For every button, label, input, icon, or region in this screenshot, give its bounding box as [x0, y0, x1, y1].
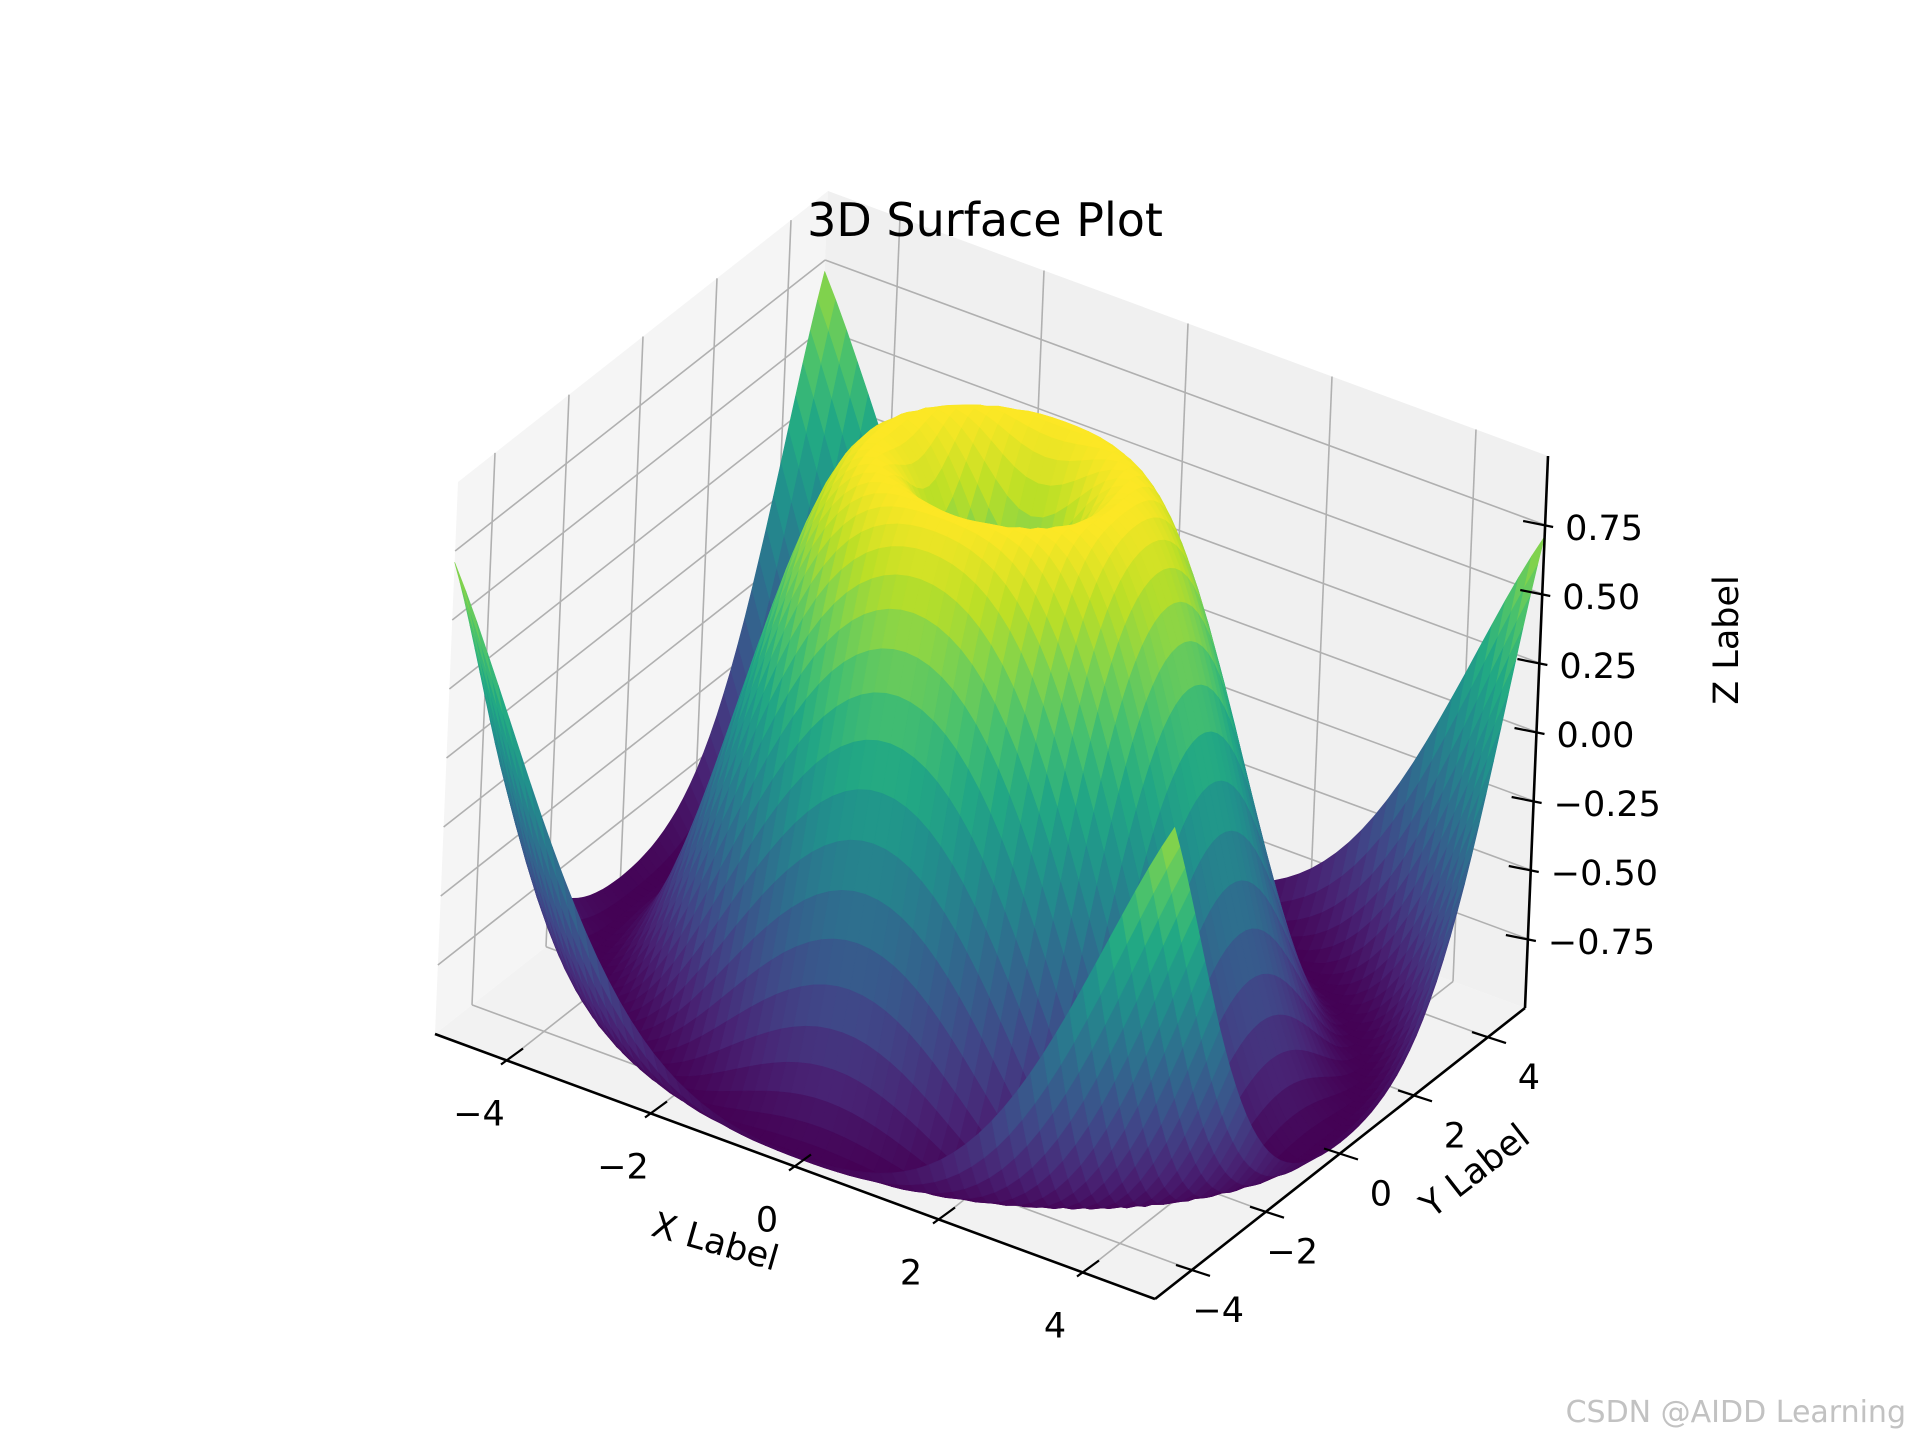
surface-mesh [454, 271, 1545, 1210]
x-tick-label: −4 [453, 1095, 505, 1135]
z-tick-label: −0.25 [1554, 785, 1661, 825]
y-tick-label: 4 [1518, 1058, 1540, 1098]
chart-title: 3D Surface Plot [807, 193, 1163, 247]
z-grid-back [824, 259, 1546, 526]
y-tick-label: −4 [1192, 1291, 1244, 1331]
x-tick-label: 2 [900, 1254, 922, 1294]
z-tick-label: 0.75 [1565, 509, 1643, 549]
z-grid-back [821, 328, 1543, 595]
z-tick-label: 0.25 [1559, 647, 1637, 687]
z-tick-label: 0.50 [1562, 578, 1640, 618]
y-axis-label: Y Label [1412, 1116, 1537, 1226]
z-grid-left [446, 466, 817, 759]
x-tick-label: −2 [597, 1148, 649, 1188]
z-axis-label: Z Label [1707, 575, 1747, 705]
z-tick-label: −0.75 [1548, 923, 1655, 963]
z-tick-label: −0.50 [1551, 854, 1658, 894]
y-tick-label: 2 [1444, 1116, 1466, 1156]
y-tick-label: −2 [1266, 1233, 1318, 1273]
z-grid-left [454, 259, 826, 552]
x-tick-label: 4 [1044, 1307, 1066, 1347]
y-tick-label: 0 [1370, 1175, 1392, 1215]
watermark: CSDN @AIDD Learning [1565, 1395, 1906, 1430]
z-tick-label: 0.00 [1557, 716, 1635, 756]
z-grid-left [448, 397, 820, 690]
z-grid-left [451, 328, 823, 621]
